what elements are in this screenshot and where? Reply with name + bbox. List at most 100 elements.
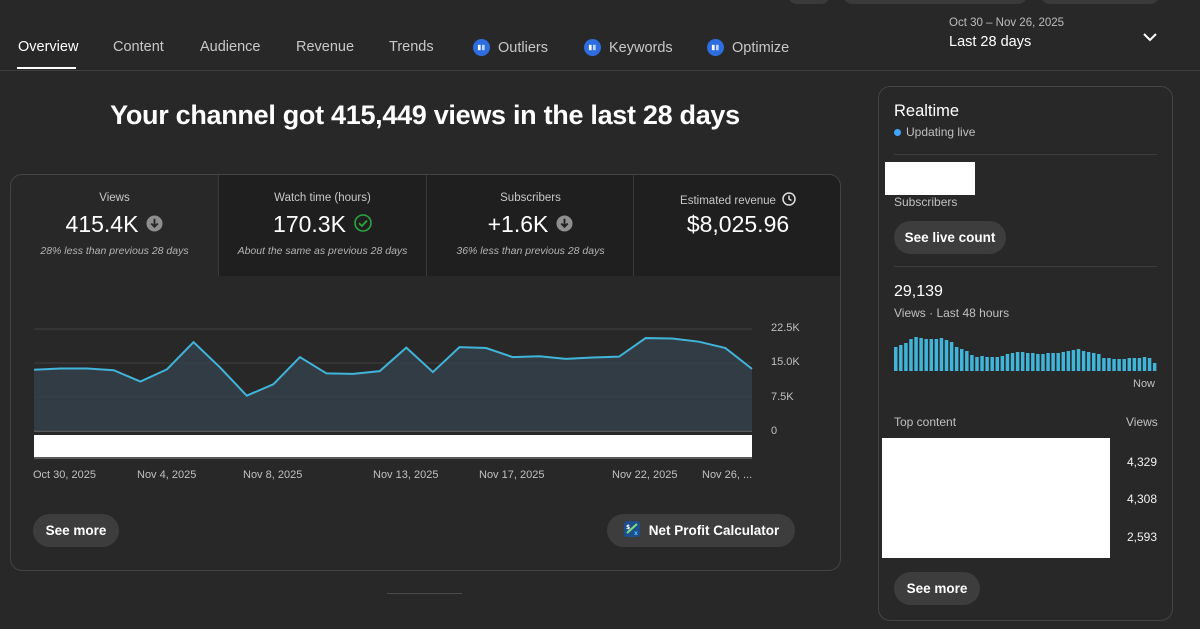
realtime-bar	[1031, 353, 1035, 371]
realtime-bar	[1051, 353, 1055, 371]
realtime-bar	[939, 338, 944, 371]
realtime-bar	[1015, 352, 1020, 371]
realtime-see-more-button[interactable]: See more	[894, 572, 980, 605]
realtime-bar	[944, 340, 949, 371]
realtime-bar	[970, 355, 974, 371]
realtime-bar	[1132, 358, 1137, 371]
header-divider	[0, 70, 1200, 71]
metric-note: 36% less than previous 28 days	[456, 245, 605, 257]
realtime-bar	[949, 342, 954, 371]
realtime-views-bars[interactable]	[894, 335, 1158, 371]
metric-note: 28% less than previous 28 days	[40, 245, 189, 257]
tab-label: Overview	[18, 39, 79, 55]
realtime-bar	[965, 351, 969, 371]
metric-value-row: 415.4K	[11, 211, 218, 238]
top-pill-3[interactable]	[1041, 0, 1159, 4]
realtime-bar	[1152, 363, 1157, 371]
tab-label: Content	[113, 39, 164, 55]
metric-value: +1.6K	[487, 211, 549, 237]
date-range-selector[interactable]: Oct 30 – Nov 26, 2025 Last 28 days	[949, 17, 1064, 50]
views-chart[interactable]	[11, 276, 841, 496]
metric-note: About the same as previous 28 days	[237, 245, 408, 257]
realtime-bar	[954, 347, 959, 371]
see-more-button[interactable]: See more	[33, 514, 119, 547]
realtime-bar	[899, 345, 903, 371]
y-tick-label: 0	[771, 425, 778, 437]
tab-trends[interactable]: Trends	[389, 39, 434, 55]
button-label: See more	[906, 581, 968, 596]
divider	[894, 266, 1157, 267]
chevron-down-icon[interactable]	[1142, 30, 1158, 48]
net-profit-calculator-button[interactable]: $ x Net Profit Calculator	[607, 514, 795, 547]
metric-label: Views	[99, 192, 130, 204]
subscriber-count-redacted	[885, 162, 975, 195]
realtime-bar	[1056, 353, 1060, 371]
realtime-bar	[1000, 356, 1005, 371]
button-label: See more	[45, 523, 107, 538]
realtime-bar	[985, 357, 989, 371]
x-tick-label: Nov 17, 2025	[479, 469, 545, 481]
realtime-bar	[1041, 354, 1045, 371]
svg-text:$: $	[626, 524, 630, 531]
button-label: See live count	[904, 230, 996, 245]
live-dot-icon	[894, 128, 901, 136]
trend-down-icon	[146, 211, 163, 238]
see-live-count-button[interactable]: See live count	[894, 221, 1006, 254]
tab-label: Revenue	[296, 39, 355, 55]
realtime-bar	[1086, 352, 1091, 371]
metric-value: 170.3K	[273, 211, 346, 237]
metric-separator	[633, 175, 634, 276]
views-area-fill	[34, 338, 752, 431]
tab-overview[interactable]: Overview	[18, 39, 78, 55]
realtime-bar	[1097, 354, 1101, 371]
metric-value: 415.4K	[65, 211, 139, 237]
realtime-bar	[1020, 352, 1025, 371]
extension-icon	[584, 39, 601, 56]
top-content-redacted	[882, 438, 1110, 558]
tab-optimize[interactable]: Optimize	[707, 39, 789, 56]
x-tick-label: Nov 26, ...	[702, 469, 753, 481]
realtime-status: Updating live	[894, 125, 975, 139]
views-series-line	[33, 337, 753, 397]
subscribers-label: Subscribers	[894, 195, 958, 209]
button-label: Net Profit Calculator	[648, 523, 780, 538]
realtime-card: Realtime Updating live Subscribers See l…	[878, 86, 1173, 621]
metric-watch-time[interactable]: Watch time (hours) 170.3K About the same…	[219, 175, 426, 276]
realtime-bar	[1147, 358, 1152, 371]
realtime-bar	[1122, 359, 1126, 371]
metric-value-row: $8,025.96	[634, 211, 840, 238]
calculator-icon: $ x	[623, 520, 641, 541]
extension-icon	[473, 39, 490, 56]
realtime-bar	[1092, 353, 1096, 371]
realtime-bar	[1026, 353, 1030, 371]
metric-separator	[426, 175, 427, 276]
top-pill-1[interactable]	[788, 0, 830, 4]
metric-label: Watch time (hours)	[274, 192, 371, 204]
metric-subscribers[interactable]: Subscribers +1.6K 36% less than previous…	[427, 175, 634, 276]
realtime-bar	[1005, 354, 1010, 371]
tab-keywords[interactable]: Keywords	[584, 39, 673, 56]
tab-label: Trends	[389, 39, 434, 55]
realtime-bar	[1046, 353, 1050, 371]
realtime-bar	[894, 347, 898, 371]
tab-outliers[interactable]: Outliers	[473, 39, 548, 56]
tab-content[interactable]: Content	[113, 39, 164, 55]
x-tick-label: Nov 8, 2025	[243, 469, 303, 481]
metric-label-row: Estimated revenue	[634, 192, 840, 209]
tab-revenue[interactable]: Revenue	[296, 39, 354, 55]
metric-separator	[218, 175, 219, 276]
realtime-bar	[1066, 351, 1071, 371]
tab-audience[interactable]: Audience	[200, 39, 260, 55]
now-label: Now	[1133, 378, 1156, 390]
metric-views[interactable]: Views 415.4K 28% less than previous 28 d…	[11, 175, 218, 276]
tab-label: Optimize	[732, 39, 790, 56]
top-pill-2[interactable]	[843, 0, 1027, 4]
realtime-bar	[1036, 354, 1040, 371]
realtime-bar	[914, 337, 918, 371]
y-tick-label: 15.0K	[771, 356, 800, 368]
metric-revenue[interactable]: Estimated revenue $8,025.96	[634, 175, 840, 276]
svg-text:x: x	[634, 530, 638, 537]
extension-icon	[707, 39, 724, 56]
metric-label: Estimated revenue	[680, 194, 776, 207]
x-tick-label: Nov 4, 2025	[137, 469, 197, 481]
